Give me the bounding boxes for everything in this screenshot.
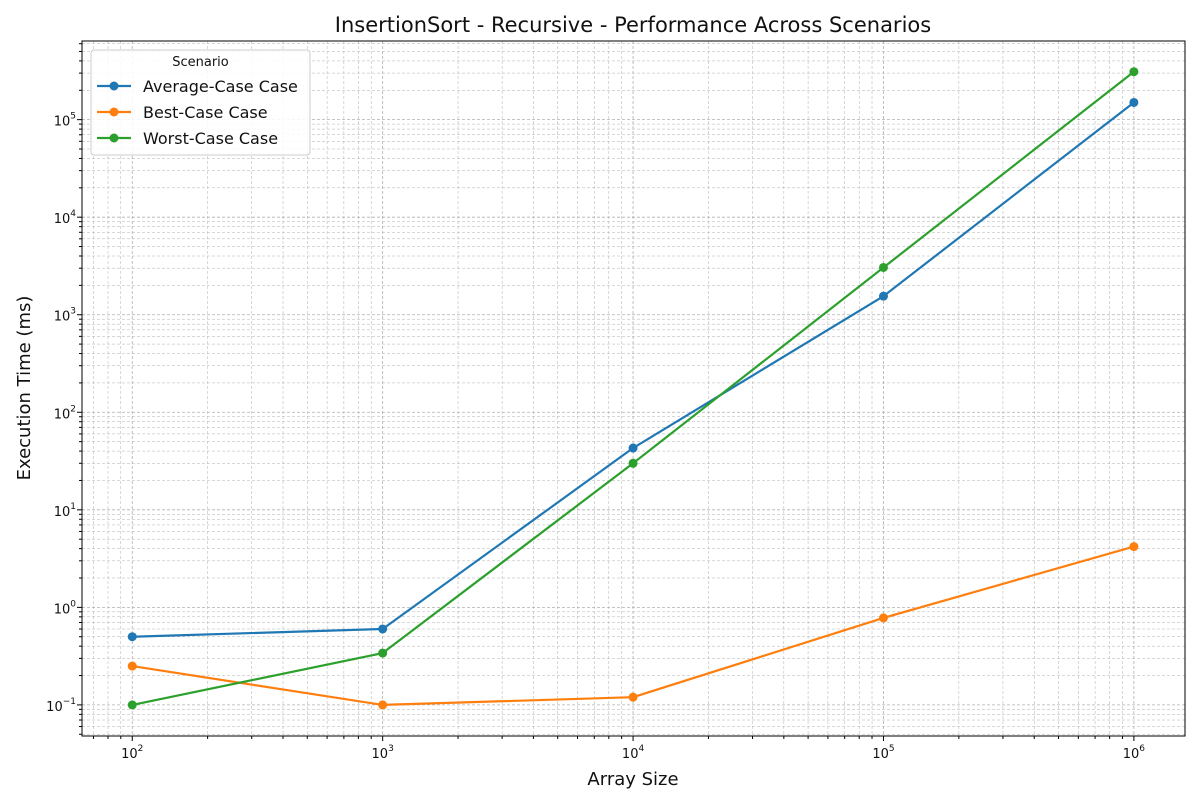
chart-title: InsertionSort - Recursive - Performance … xyxy=(335,13,931,37)
data-point xyxy=(378,700,388,710)
data-point xyxy=(628,458,638,468)
data-point xyxy=(1129,67,1139,77)
y-tick-label: 101 xyxy=(54,502,76,520)
x-tick-label: 106 xyxy=(1123,744,1146,762)
y-tick-label: 100 xyxy=(54,599,77,617)
data-point xyxy=(127,661,137,671)
legend-item: Average-Case Case xyxy=(97,77,298,96)
series-1 xyxy=(127,542,1139,710)
series-2 xyxy=(127,67,1139,710)
data-point xyxy=(378,648,388,658)
x-tick-label: 102 xyxy=(121,744,143,762)
y-tick-label: 102 xyxy=(54,404,76,422)
y-axis-label: Execution Time (ms) xyxy=(14,296,35,481)
y-tick-label: 105 xyxy=(54,112,76,130)
data-point xyxy=(127,700,137,710)
data-point xyxy=(878,262,888,272)
data-point xyxy=(628,692,638,702)
y-tick-label: 103 xyxy=(54,307,76,325)
legend-label: Average-Case Case xyxy=(143,77,298,96)
legend-label: Worst-Case Case xyxy=(143,129,278,148)
x-axis-label: Array Size xyxy=(587,769,678,790)
legend-box xyxy=(90,49,311,156)
series-group xyxy=(127,67,1139,710)
legend-swatch-marker xyxy=(109,133,119,143)
legend-label: Best-Case Case xyxy=(143,103,268,122)
data-point xyxy=(628,443,638,453)
legend-swatch-marker xyxy=(109,81,119,91)
ticks: 102 103 104 105 106 10−1 100 101 102 103 104 105 xyxy=(46,43,1146,762)
y-tick-label: 10−1 xyxy=(46,697,76,715)
legend-item: Worst-Case Case xyxy=(97,129,278,148)
x-tick-label: 103 xyxy=(372,744,394,762)
y-tick-label: 104 xyxy=(54,209,77,227)
data-point xyxy=(1129,542,1139,552)
data-point xyxy=(1129,97,1139,107)
grid xyxy=(82,41,1185,736)
legend-item: Best-Case Case xyxy=(97,103,268,122)
data-point xyxy=(378,624,388,634)
x-tick-label: 105 xyxy=(872,744,894,762)
data-point xyxy=(127,632,137,642)
data-point xyxy=(878,291,888,301)
data-point xyxy=(878,613,888,623)
legend-title: Scenario xyxy=(172,55,229,70)
legend: Scenario Average-Case Case Best-Case Case W… xyxy=(90,49,311,156)
series-0 xyxy=(127,97,1139,642)
x-tick-label: 104 xyxy=(622,744,645,762)
legend-swatch-marker xyxy=(109,107,119,117)
